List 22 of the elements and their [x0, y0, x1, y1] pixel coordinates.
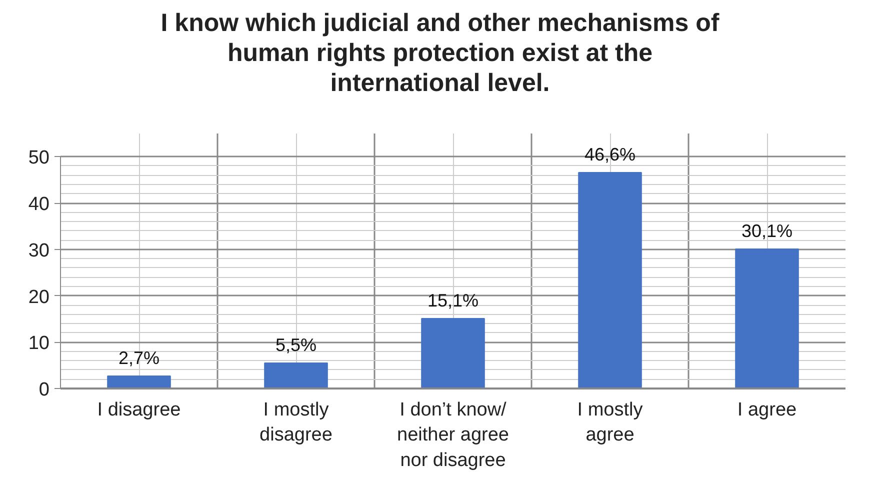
bar — [421, 318, 485, 388]
bar — [735, 248, 799, 388]
x-tick-label: I disagree — [97, 400, 181, 420]
bar — [578, 172, 642, 388]
x-tick-label: I don’t know/ neither agree nor disagree — [397, 400, 509, 471]
chart-title: I know which judicial and other mechanisms of human rights protection exist at the international level. — [160, 8, 720, 98]
y-tick-label: 10 — [28, 333, 50, 354]
bar — [264, 362, 328, 388]
data-label: 5,5% — [275, 335, 317, 355]
y-tick-label: 30 — [28, 240, 50, 262]
y-tick-label: 40 — [28, 194, 50, 216]
x-tick-label: I agree — [737, 400, 797, 420]
data-label: 15,1% — [427, 290, 479, 310]
bar — [107, 375, 171, 388]
y-tick-label: 50 — [28, 148, 50, 169]
x-tick-label: I mostly disagree — [260, 400, 332, 446]
y-tick-label: 0 — [38, 380, 50, 400]
data-label: 30,1% — [741, 220, 793, 241]
y-tick-label: 20 — [28, 286, 50, 308]
data-label: 46,6% — [584, 144, 636, 164]
x-tick-label: I mostly agree — [577, 400, 644, 446]
data-label: 2,7% — [118, 348, 160, 368]
